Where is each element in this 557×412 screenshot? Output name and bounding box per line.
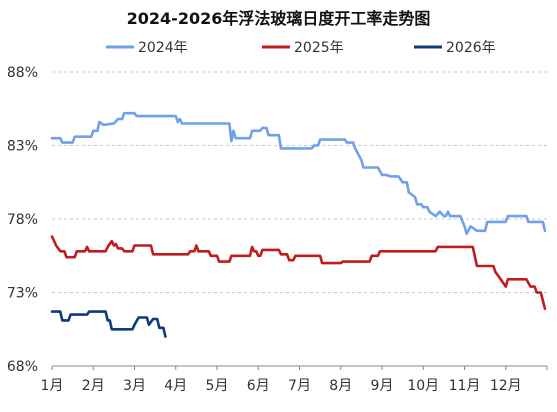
y-tick-label: 83% xyxy=(7,139,38,155)
axes: 68% 73% 78% 83% 88% 1月 2月 3月 4月 5月 6月 7月 8月 9月 10月 11月 1… xyxy=(7,65,548,394)
x-tick-label: 5月 xyxy=(206,378,229,394)
x-tick-label: 11月 xyxy=(449,378,481,394)
x-tick-label: 9月 xyxy=(371,378,394,394)
x-tick-label: 10月 xyxy=(407,378,439,394)
legend-label: 2024年 xyxy=(138,40,188,56)
legend-label: 2025年 xyxy=(294,40,344,56)
x-tick-label: 12月 xyxy=(490,378,522,394)
legend: 2024年 2025年 2026年 xyxy=(106,40,496,56)
x-tick-label: 6月 xyxy=(247,378,270,394)
y-tick-label: 68% xyxy=(7,359,38,375)
y-tick-label: 73% xyxy=(7,286,38,302)
series-line-2024 xyxy=(50,111,547,235)
x-tick-label: 1月 xyxy=(41,378,64,394)
x-tick-label: 4月 xyxy=(164,378,187,394)
series-lines xyxy=(50,111,547,338)
series-line-2025 xyxy=(50,235,547,310)
y-tick-label: 78% xyxy=(7,212,38,228)
y-tick-label: 88% xyxy=(7,65,38,81)
grid-lines xyxy=(52,71,547,293)
series-line-2026 xyxy=(50,310,167,338)
x-tick-label: 7月 xyxy=(288,378,311,394)
legend-label: 2026年 xyxy=(446,40,496,56)
x-tick-label: 2月 xyxy=(82,378,105,394)
x-tick-label: 8月 xyxy=(329,378,352,394)
chart-title: 2024-2026年浮法玻璃日度开工率走势图 xyxy=(126,9,431,28)
x-tick-label: 3月 xyxy=(123,378,146,394)
